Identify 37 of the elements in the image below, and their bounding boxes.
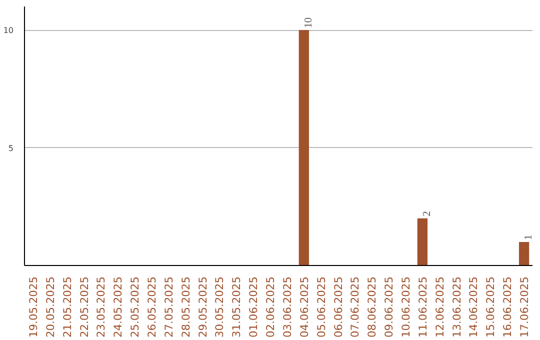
x-tick-label: 03.06.2025 [280, 276, 294, 338]
bar [417, 218, 428, 266]
x-tick-label: 05.06.2025 [314, 276, 328, 338]
data-label: 2 [422, 211, 433, 216]
x-tick-label: 06.06.2025 [332, 276, 345, 338]
x-tick-label: 19.05.2025 [26, 276, 40, 338]
x-tick-label: 08.06.2025 [366, 276, 379, 338]
data-label: 1 [524, 234, 535, 240]
x-tick-label: 01.06.2025 [247, 276, 260, 338]
x-tick-label: 11.06.2025 [416, 276, 430, 338]
x-tick-label: 22.05.2025 [78, 276, 91, 338]
x-tick-label: 26.05.2025 [146, 276, 158, 338]
x-tick-label: 13.06.2025 [450, 276, 464, 338]
x-tick-label: 09.06.2025 [382, 276, 396, 338]
bar [518, 242, 530, 266]
x-tick-label: 27.05.2025 [162, 276, 176, 338]
x-tick-label: 07.06.2025 [348, 276, 362, 338]
bar [298, 30, 309, 266]
x-tick-label: 02.06.2025 [264, 276, 278, 338]
x-tick-label: 04.06.2025 [298, 276, 311, 338]
x-tick-label: 14.06.2025 [467, 276, 480, 338]
x-tick-label: 23.05.2025 [94, 276, 108, 338]
x-tick-label: 30.05.2025 [213, 276, 226, 338]
x-tick-label: 17.06.2025 [518, 276, 532, 338]
data-label: 10 [303, 17, 314, 28]
x-tick-label: 20.05.2025 [44, 276, 57, 338]
x-tick-label: 16.06.2025 [501, 276, 514, 338]
x-tick-label: 12.06.2025 [433, 276, 446, 338]
x-tick-label: 10.06.2025 [400, 276, 412, 338]
y-tick-label: 5 [8, 144, 14, 153]
x-tick-label: 28.05.2025 [179, 276, 192, 338]
x-tick-label: 31.05.2025 [230, 276, 244, 338]
x-tick-label: 15.06.2025 [484, 276, 498, 338]
x-tick-label: 21.05.2025 [60, 276, 74, 338]
x-tick-label: 25.05.2025 [128, 276, 142, 338]
x-tick-label: 29.05.2025 [196, 276, 210, 338]
x-tick-label: 24.05.2025 [112, 276, 125, 338]
